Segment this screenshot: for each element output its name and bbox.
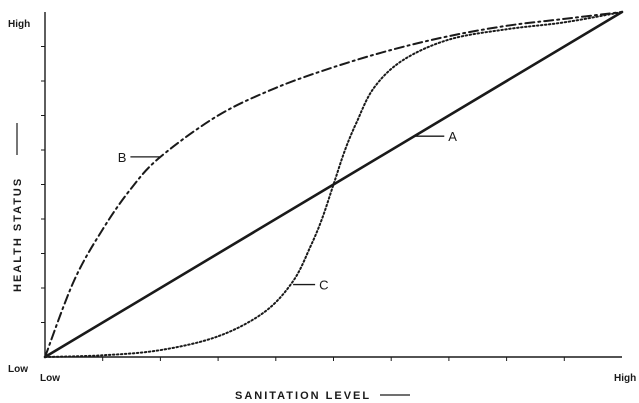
y-axis-title: HEALTH STATUS bbox=[12, 177, 24, 292]
annotation-label-c: C bbox=[319, 278, 328, 293]
y-tick-label-high: High bbox=[8, 19, 30, 30]
x-axis-title: SANITATION LEVEL bbox=[235, 390, 371, 402]
x-tick-label-low: Low bbox=[40, 373, 60, 384]
annotation-label-b: B bbox=[118, 150, 127, 165]
series-line-b bbox=[44, 11, 623, 358]
series-line-a bbox=[43, 10, 624, 359]
y-tick-label-low: Low bbox=[8, 364, 28, 375]
x-tick-label-high: High bbox=[614, 373, 636, 384]
annotation-label-a: A bbox=[448, 129, 457, 144]
series-line-c bbox=[44, 11, 623, 358]
